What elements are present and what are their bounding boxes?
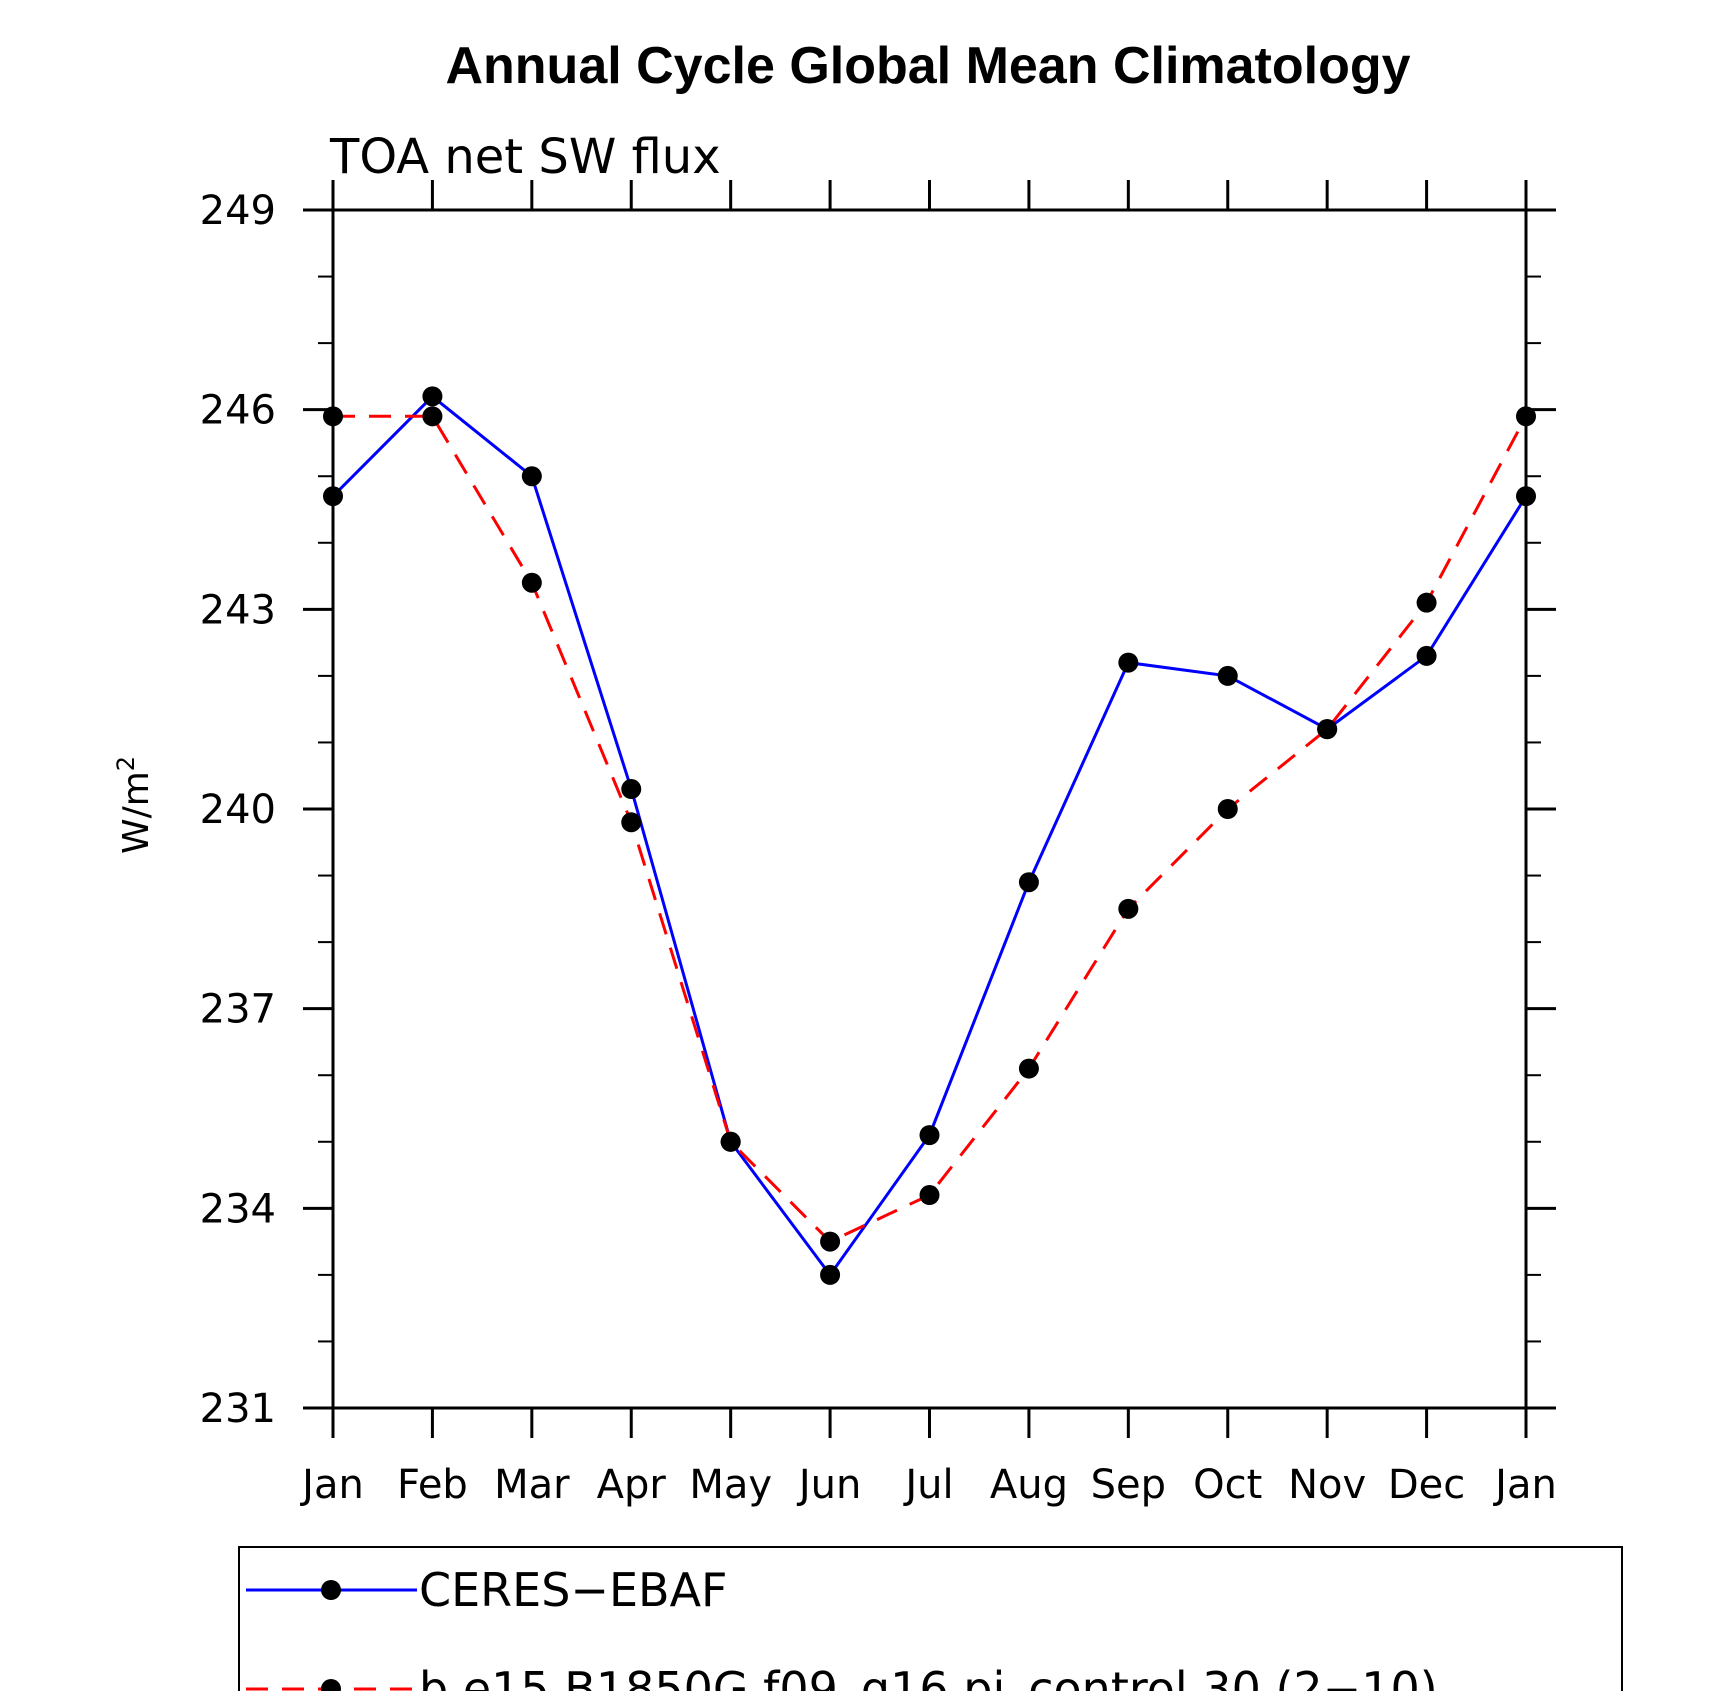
plot-frame [331, 208, 1528, 1410]
data-point-series-0 [1118, 652, 1139, 673]
x-tick-label: Feb [397, 1462, 468, 1508]
y-tick-label: 243 [200, 587, 276, 633]
svg-text:W/m2: W/m2 [112, 756, 157, 854]
data-point-series-0 [422, 386, 443, 407]
data-point-series-1 [1516, 406, 1536, 427]
y-axis-label-superscript: 2 [112, 756, 140, 771]
data-point-series-1 [919, 1185, 940, 1206]
data-point-series-1 [621, 812, 642, 833]
data-point-series-0 [1217, 665, 1238, 686]
legend: CERES−EBAF b.e15.B1850G.f09_g16.pi_contr… [238, 1546, 1623, 1691]
x-tick-label: Jan [1492, 1462, 1557, 1508]
data-point-series-1 [1416, 592, 1437, 613]
data-point-series-0 [1516, 486, 1536, 507]
x-tick-label: Apr [597, 1462, 667, 1508]
data-point-series-0 [1416, 645, 1437, 666]
legend-marker-ceres [321, 1580, 341, 1600]
series-markers [323, 386, 1536, 1285]
data-point-series-0 [621, 779, 642, 800]
data-point-series-0 [1018, 872, 1039, 893]
x-tick-label: May [689, 1462, 772, 1508]
x-tick-label: Jul [902, 1462, 953, 1508]
data-point-series-0 [919, 1125, 940, 1146]
chart-subtitle: TOA net SW flux [329, 129, 721, 185]
data-point-series-1 [820, 1231, 841, 1252]
data-point-series-1 [1018, 1058, 1039, 1079]
x-tick-label: Jan [299, 1462, 364, 1508]
x-tick-label: Oct [1193, 1462, 1262, 1508]
series-line-1 [333, 414, 1528, 1244]
x-tick-label: Dec [1388, 1462, 1465, 1508]
y-tick-label: 249 [200, 188, 276, 234]
x-tick-label: Mar [494, 1462, 570, 1508]
x-tick-label: Nov [1288, 1462, 1366, 1508]
data-point-series-1 [422, 406, 443, 427]
y-tick-label: 237 [200, 987, 276, 1033]
data-point-series-1 [323, 406, 343, 427]
x-tick-label: Sep [1091, 1462, 1166, 1508]
legend-marker-model [321, 1679, 341, 1691]
y-tick-label: 240 [200, 787, 276, 833]
x-tick-label: Jun [796, 1462, 862, 1508]
y-tick-label: 234 [200, 1186, 276, 1232]
data-point-series-0 [521, 466, 542, 487]
chart-title: Annual Cycle Global Mean Climatology [445, 37, 1410, 95]
data-point-series-1 [521, 572, 542, 593]
y-tick-label: 246 [200, 388, 276, 434]
axes: 231 234 237 240 243 246 249 Jan Feb Mar Apr May Jun J… [200, 180, 1557, 1508]
y-tick-label: 231 [200, 1386, 276, 1432]
data-point-series-1 [1217, 799, 1238, 819]
data-point-series-1 [720, 1131, 741, 1152]
y-axis-label: W/m2 [112, 756, 157, 854]
data-point-series-0 [820, 1264, 841, 1285]
legend-box [238, 1546, 1623, 1691]
data-point-series-0 [323, 486, 343, 507]
data-point-series-1 [1118, 898, 1139, 919]
data-point-series-1 [1317, 719, 1338, 740]
x-tick-label: Aug [990, 1462, 1068, 1508]
y-axis-label-text: W/m [116, 771, 157, 854]
legend-label-ceres: CERES−EBAF [419, 1563, 728, 1617]
legend-label-model: b.e15.B1850G.f09_g16.pi_control.30 (2−10… [419, 1662, 1438, 1691]
